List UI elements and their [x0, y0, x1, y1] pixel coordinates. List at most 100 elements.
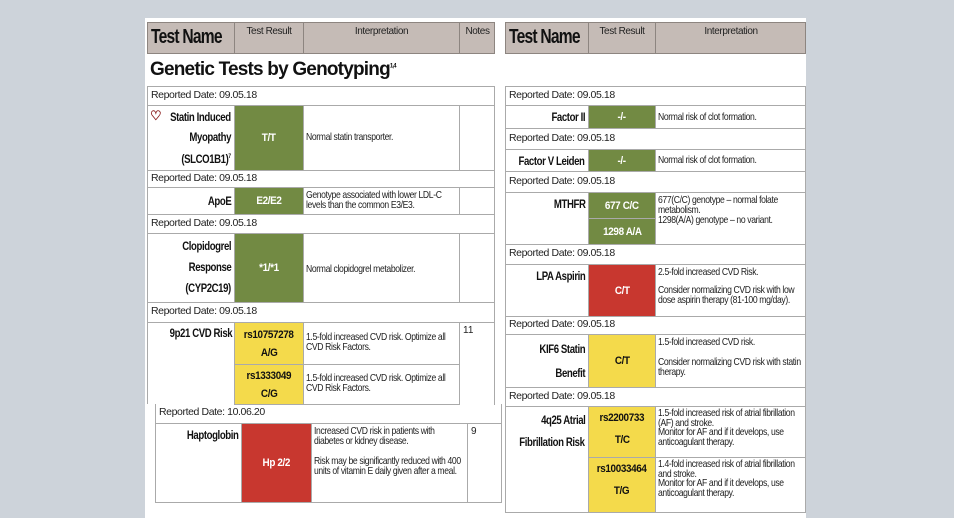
- name-line: Statin Induced: [170, 110, 231, 124]
- genotype: -/-: [617, 111, 627, 123]
- result-badge: rs1333049 C/G: [234, 364, 304, 405]
- section-title: Genetic Tests by Genotyping1,4: [150, 59, 397, 81]
- genotype: *1/*1: [259, 262, 279, 274]
- interpretation-line: 1298(A/A) genotype – no variant.: [658, 214, 773, 226]
- result-badge: 1298 A/A: [588, 218, 656, 245]
- name-line: Myopathy: [189, 130, 231, 144]
- test-name-haptoglobin: Haptoglobin: [155, 423, 242, 503]
- genotype: A/G: [260, 346, 278, 359]
- reported-date: Reported Date: 09.05.18: [505, 128, 806, 150]
- reported-date: Reported Date: 09.05.18: [505, 171, 806, 193]
- right-table-header: Test Name Test Result Interpretation: [505, 22, 806, 54]
- name-line: 9p21 CVD Risk: [169, 326, 232, 340]
- result-badge: C/T: [588, 264, 656, 317]
- header-notes: Notes: [465, 26, 490, 37]
- header-interpretation: Interpretation: [704, 26, 758, 37]
- result-badge: C/T: [588, 334, 656, 388]
- interpretation: 1.5-fold increased CVD risk. Optimize al…: [303, 322, 460, 365]
- interpretation: Normal clopidogrel metabolizer.: [303, 233, 460, 303]
- notes: 9: [467, 423, 502, 503]
- interpretation-line: Increased CVD risk in patients with diab…: [314, 425, 435, 447]
- interpretation: 1.4-fold increased risk of atrial fibril…: [655, 457, 806, 513]
- reported-date: Reported Date: 09.05.18: [147, 214, 495, 234]
- result-badge: rs10033464 T/G: [588, 457, 656, 513]
- name-line: (CYP2C19): [185, 281, 232, 295]
- name-line-wrap: (SLCO1B1)7: [182, 147, 232, 169]
- notes: 11: [459, 322, 495, 405]
- genotype: C/T: [614, 355, 630, 367]
- result-badge: T/T: [234, 105, 304, 171]
- footnote: 7: [228, 154, 232, 160]
- genotype: -/-: [617, 154, 627, 167]
- snp-id: rs10757278: [244, 328, 294, 341]
- header-test-name: Test Name: [151, 26, 223, 48]
- result-badge: *1/*1: [234, 233, 304, 303]
- reported-date: Reported Date: 10.06.20: [155, 404, 502, 424]
- interpretation: Increased CVD risk in patients with diab…: [311, 423, 468, 503]
- header-test-name-cell: Test Name: [148, 23, 235, 53]
- reported-date: Reported Date: 09.05.18: [147, 302, 495, 323]
- header-test-result: Test Result: [589, 23, 656, 53]
- genotype: C/T: [614, 284, 630, 297]
- notes: [459, 187, 495, 215]
- reported-date: Reported Date: 09.05.18: [505, 244, 806, 265]
- name-line: KIF6 Statin: [539, 342, 585, 356]
- result-badge: 677 C/C: [588, 192, 656, 219]
- interpretation-line: 1.5-fold increased CVD risk. Optimize al…: [306, 331, 446, 353]
- interpretation-line: 1.5-fold increased risk of atrial fibril…: [658, 407, 795, 429]
- genotype: T/C: [614, 434, 630, 446]
- interpretation-line: 1.4-fold increased risk of atrial fibril…: [658, 458, 795, 480]
- name-line: Benefit: [555, 366, 585, 380]
- interpretation: 1.5-fold increased CVD risk. Consider nor…: [655, 334, 806, 388]
- name-line: Factor II: [551, 110, 585, 124]
- reported-date: Reported Date: 09.05.18: [147, 170, 495, 188]
- test-name-clopidogrel: Clopidogrel Response (CYP2C19): [147, 233, 235, 303]
- notes: [459, 233, 495, 303]
- interpretation-line: Normal risk of clot formation.: [658, 111, 757, 123]
- header-test-name-cell: Test Name: [506, 23, 589, 53]
- interpretation: 2.5-fold increased CVD Risk. Consider nor…: [655, 264, 806, 317]
- result-badge: -/-: [588, 105, 656, 129]
- test-name-9p21: 9p21 CVD Risk: [147, 322, 235, 404]
- interpretation-line: Consider normalizing CVD risk with stati…: [658, 356, 801, 378]
- interpretation-line: 1.5-fold increased CVD risk. Optimize al…: [306, 372, 446, 394]
- snp-id: rs1333049: [246, 369, 292, 382]
- test-name-kif6: KIF6 Statin Benefit: [505, 334, 589, 388]
- result-badge: rs2200733 T/C: [588, 406, 656, 458]
- test-name-factor-v-leiden: Factor V Leiden: [505, 149, 589, 172]
- genotype: T/G: [614, 485, 630, 497]
- header-interpretation: Interpretation: [304, 23, 460, 53]
- test-name-4q25: 4q25 Atrial Fibrillation Risk: [505, 406, 589, 513]
- interpretation: 677(C/C) genotype – normal folate metabo…: [655, 192, 806, 245]
- interpretation: Normal risk of clot formation.: [655, 149, 806, 172]
- interpretation: Genotype associated with lower LDL-C lev…: [303, 187, 460, 215]
- interpretation: Normal statin transporter.: [303, 105, 460, 171]
- notes: [459, 105, 495, 171]
- interpretation-line: Monitor for AF and if it develops, use a…: [658, 426, 784, 448]
- genotype: Hp 2/2: [262, 457, 291, 469]
- genotype: 677 C/C: [605, 199, 639, 212]
- interpretation-line: 677(C/C) genotype – normal folate metabo…: [658, 194, 778, 216]
- result-badge: rs10757278 A/G: [234, 322, 304, 365]
- name-line: Haptoglobin: [186, 428, 238, 442]
- name-line: MTHFR: [553, 197, 585, 211]
- test-name-statin: ♡ Statin Induced Myopathy (SLCO1B1)7: [147, 105, 235, 171]
- snp-id: rs2200733: [599, 412, 645, 424]
- result-badge: -/-: [588, 149, 656, 172]
- name-line: Factor V Leiden: [518, 154, 585, 168]
- test-name-mthfr: MTHFR: [505, 192, 589, 245]
- section-title-text: Genetic Tests by Genotyping: [150, 59, 391, 80]
- test-name-lpa-aspirin: LPA Aspirin: [505, 264, 589, 317]
- interpretation-line: Consider normalizing CVD risk with low d…: [658, 284, 795, 306]
- interpretation-line: Normal risk of clot formation.: [658, 154, 757, 166]
- result-badge: Hp 2/2: [241, 423, 312, 503]
- interpretation-line: Genotype associated with lower LDL-C lev…: [306, 189, 442, 211]
- snp-id: rs10033464: [597, 463, 647, 475]
- reported-date: Reported Date: 09.05.18: [505, 387, 806, 407]
- left-table-header: Test Name Test Result Interpretation Not…: [147, 22, 495, 54]
- interpretation: 1.5-fold increased risk of atrial fibril…: [655, 406, 806, 458]
- name-line: LPA Aspirin: [535, 269, 586, 283]
- name-line: 4q25 Atrial: [540, 413, 586, 427]
- title-footnote: 1,4: [389, 63, 397, 70]
- result-badge: E2/E2: [234, 187, 304, 215]
